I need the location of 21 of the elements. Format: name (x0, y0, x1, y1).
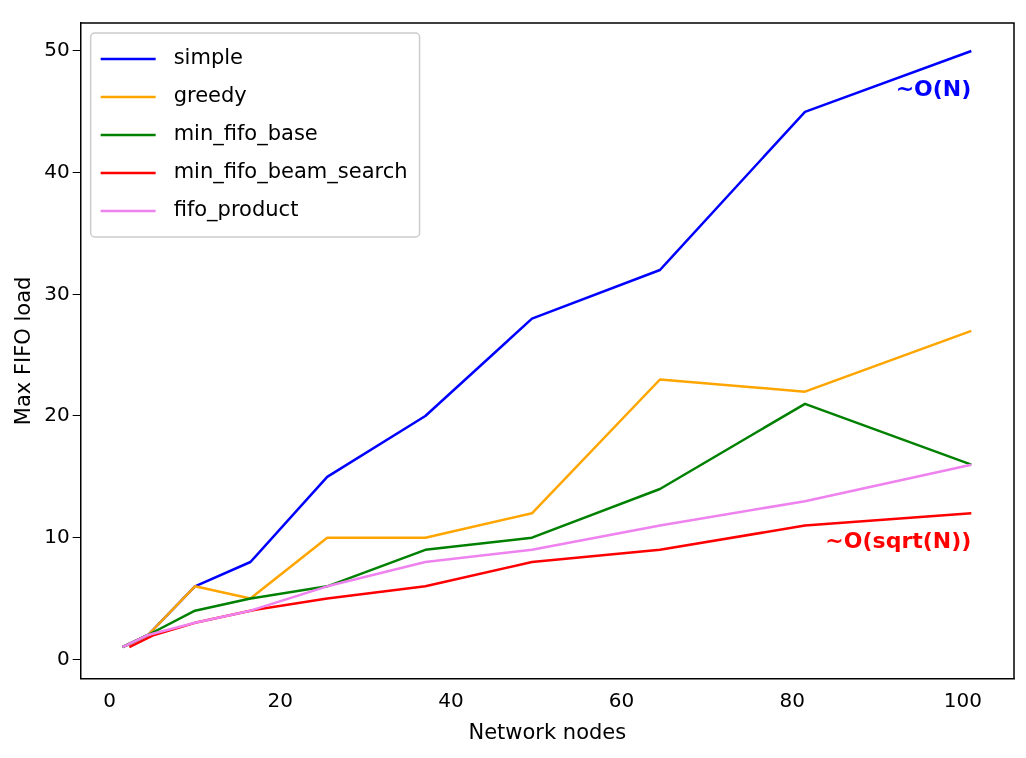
x-tick-label: 80 (779, 688, 805, 712)
y-tick-label: 40 (44, 158, 70, 183)
x-tick-label: 60 (608, 688, 635, 712)
x-tick-label: 20 (267, 688, 294, 712)
legend-label: min_fifo_beam_search (173, 159, 408, 185)
y-tick-label: 50 (44, 37, 70, 62)
y-tick-label: 30 (44, 280, 70, 305)
legend-label: min_fifo_base (173, 121, 318, 147)
x-tick-label: 0 (103, 688, 117, 712)
x-tick-label: 40 (438, 688, 464, 712)
legend-label: greedy (173, 83, 247, 108)
annotation: ~O(sqrt(N)) (825, 528, 972, 554)
legend-label: fifo_product (173, 197, 299, 223)
x-tick-label: 100 (943, 688, 982, 712)
y-tick-label: 20 (44, 402, 70, 427)
x-axis-title: Network nodes (468, 719, 627, 744)
y-tick-label: 10 (44, 523, 70, 548)
y-axis-title: Max FIFO load (11, 276, 36, 426)
annotation: ~O(N) (895, 75, 972, 101)
legend-label: simple (173, 45, 243, 70)
y-tick-label: 0 (56, 645, 70, 670)
